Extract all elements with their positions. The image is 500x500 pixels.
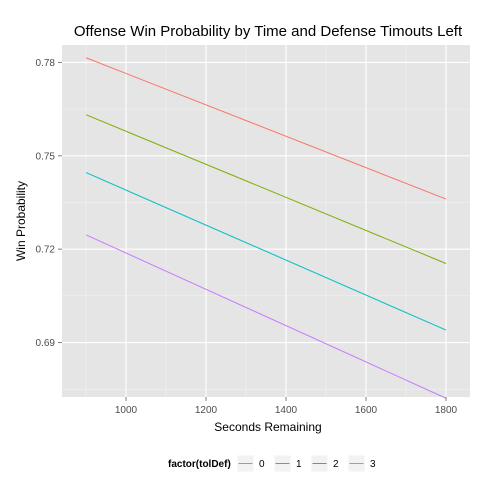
series-line-3 xyxy=(85,234,447,399)
chart-title: Offense Win Probability by Time and Defe… xyxy=(74,23,463,40)
legend-items: 0 1 2 3 xyxy=(236,454,376,473)
legend-label-2: 2 xyxy=(333,459,339,470)
major-gridlines xyxy=(62,45,470,397)
legend-title: factor(tolDef) xyxy=(168,459,231,470)
minor-gridlines xyxy=(62,45,470,397)
x-tick-label: 1600 xyxy=(355,405,378,416)
legend-label-0: 0 xyxy=(259,459,265,470)
y-axis-title: Win Probability xyxy=(14,181,28,261)
x-axis: 1000 1200 1400 1600 1800 xyxy=(115,397,458,416)
series-line-2 xyxy=(85,172,447,331)
series-line-0 xyxy=(85,57,447,200)
x-tick-label: 1800 xyxy=(435,405,458,416)
y-axis: 0.69 0.72 0.75 0.78 xyxy=(36,58,62,349)
legend-label-3: 3 xyxy=(370,459,376,470)
x-axis-title: Seconds Remaining xyxy=(214,420,321,434)
series-lines xyxy=(85,57,447,399)
y-tick-label: 0.78 xyxy=(36,58,56,69)
x-tick-label: 1000 xyxy=(115,405,138,416)
legend: factor(tolDef) 0 1 2 3 xyxy=(168,454,376,473)
y-tick-label: 0.69 xyxy=(36,338,56,349)
plot-panel xyxy=(62,45,470,397)
x-tick-label: 1200 xyxy=(195,405,218,416)
legend-label-1: 1 xyxy=(296,459,302,470)
series-line-1 xyxy=(85,114,447,264)
x-tick-label: 1400 xyxy=(275,405,298,416)
y-tick-label: 0.72 xyxy=(36,245,56,256)
y-tick-label: 0.75 xyxy=(36,151,56,162)
